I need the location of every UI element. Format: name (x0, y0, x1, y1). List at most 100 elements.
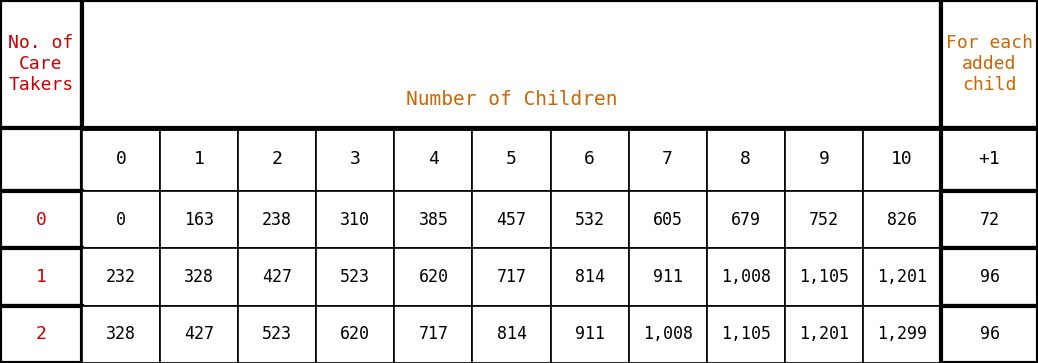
Text: 72: 72 (980, 211, 1000, 229)
Bar (629, 306, 707, 363)
Bar (472, 128, 550, 191)
Text: 4: 4 (428, 151, 439, 168)
Text: 814: 814 (575, 268, 604, 286)
Bar (0, 306, 82, 363)
Text: 3: 3 (350, 151, 361, 168)
Bar (941, 248, 1038, 306)
Bar (0, 0, 82, 128)
Text: +1: +1 (979, 151, 1001, 168)
Bar (238, 128, 317, 191)
Text: 911: 911 (653, 268, 683, 286)
Bar (863, 306, 941, 363)
Bar (160, 191, 238, 248)
Text: 96: 96 (980, 268, 1000, 286)
Bar (629, 128, 707, 191)
Bar (472, 191, 550, 248)
Bar (317, 191, 394, 248)
Text: 814: 814 (496, 325, 526, 343)
Bar (707, 248, 785, 306)
Text: 717: 717 (418, 325, 448, 343)
Bar (785, 248, 863, 306)
Bar (160, 306, 238, 363)
Bar (941, 128, 1038, 191)
Bar (82, 0, 941, 128)
Text: 385: 385 (418, 211, 448, 229)
Bar (785, 128, 863, 191)
Text: 2: 2 (35, 325, 47, 343)
Text: 911: 911 (575, 325, 604, 343)
Text: 427: 427 (263, 268, 293, 286)
Text: 620: 620 (340, 325, 371, 343)
Text: 523: 523 (263, 325, 293, 343)
Bar (472, 248, 550, 306)
Text: 5: 5 (507, 151, 517, 168)
Bar (785, 191, 863, 248)
Bar (317, 128, 394, 191)
Bar (394, 191, 472, 248)
Text: 826: 826 (886, 211, 917, 229)
Bar (0, 191, 82, 248)
Bar (941, 0, 1038, 128)
Bar (82, 128, 160, 191)
Text: 1: 1 (194, 151, 204, 168)
Text: 238: 238 (263, 211, 293, 229)
Bar (941, 306, 1038, 363)
Bar (550, 248, 629, 306)
Bar (238, 191, 317, 248)
Bar (941, 191, 1038, 248)
Text: 10: 10 (891, 151, 912, 168)
Text: 1,008: 1,008 (643, 325, 692, 343)
Bar (550, 306, 629, 363)
Bar (550, 191, 629, 248)
Bar (707, 128, 785, 191)
Text: 679: 679 (731, 211, 761, 229)
Text: 717: 717 (496, 268, 526, 286)
Text: 605: 605 (653, 211, 683, 229)
Text: 6: 6 (584, 151, 595, 168)
Bar (82, 191, 160, 248)
Text: 8: 8 (740, 151, 752, 168)
Bar (238, 306, 317, 363)
Text: 328: 328 (106, 325, 136, 343)
Bar (863, 128, 941, 191)
Bar (238, 248, 317, 306)
Bar (0, 128, 82, 191)
Text: 1,299: 1,299 (877, 325, 927, 343)
Bar (394, 248, 472, 306)
Bar (863, 191, 941, 248)
Text: For each
added
child: For each added child (946, 34, 1033, 94)
Text: 1,201: 1,201 (877, 268, 927, 286)
Text: 232: 232 (106, 268, 136, 286)
Text: 96: 96 (980, 325, 1000, 343)
Bar (863, 248, 941, 306)
Bar (82, 306, 160, 363)
Text: 427: 427 (184, 325, 214, 343)
Bar (160, 128, 238, 191)
Bar (785, 306, 863, 363)
Text: 523: 523 (340, 268, 371, 286)
Text: Number of Children: Number of Children (406, 90, 618, 109)
Bar (629, 248, 707, 306)
Bar (472, 306, 550, 363)
Bar (160, 248, 238, 306)
Bar (317, 306, 394, 363)
Bar (394, 306, 472, 363)
Text: 1,008: 1,008 (720, 268, 771, 286)
Text: 1,105: 1,105 (799, 268, 849, 286)
Text: 2: 2 (272, 151, 282, 168)
Text: 328: 328 (184, 268, 214, 286)
Text: 9: 9 (818, 151, 829, 168)
Text: 0: 0 (115, 151, 127, 168)
Bar (550, 128, 629, 191)
Text: 0: 0 (116, 211, 126, 229)
Text: 457: 457 (496, 211, 526, 229)
Text: No. of
Care
Takers: No. of Care Takers (8, 34, 74, 94)
Bar (707, 191, 785, 248)
Bar (629, 191, 707, 248)
Text: 752: 752 (809, 211, 839, 229)
Bar (707, 306, 785, 363)
Text: 1: 1 (35, 268, 47, 286)
Bar (394, 128, 472, 191)
Text: 7: 7 (662, 151, 673, 168)
Bar (82, 248, 160, 306)
